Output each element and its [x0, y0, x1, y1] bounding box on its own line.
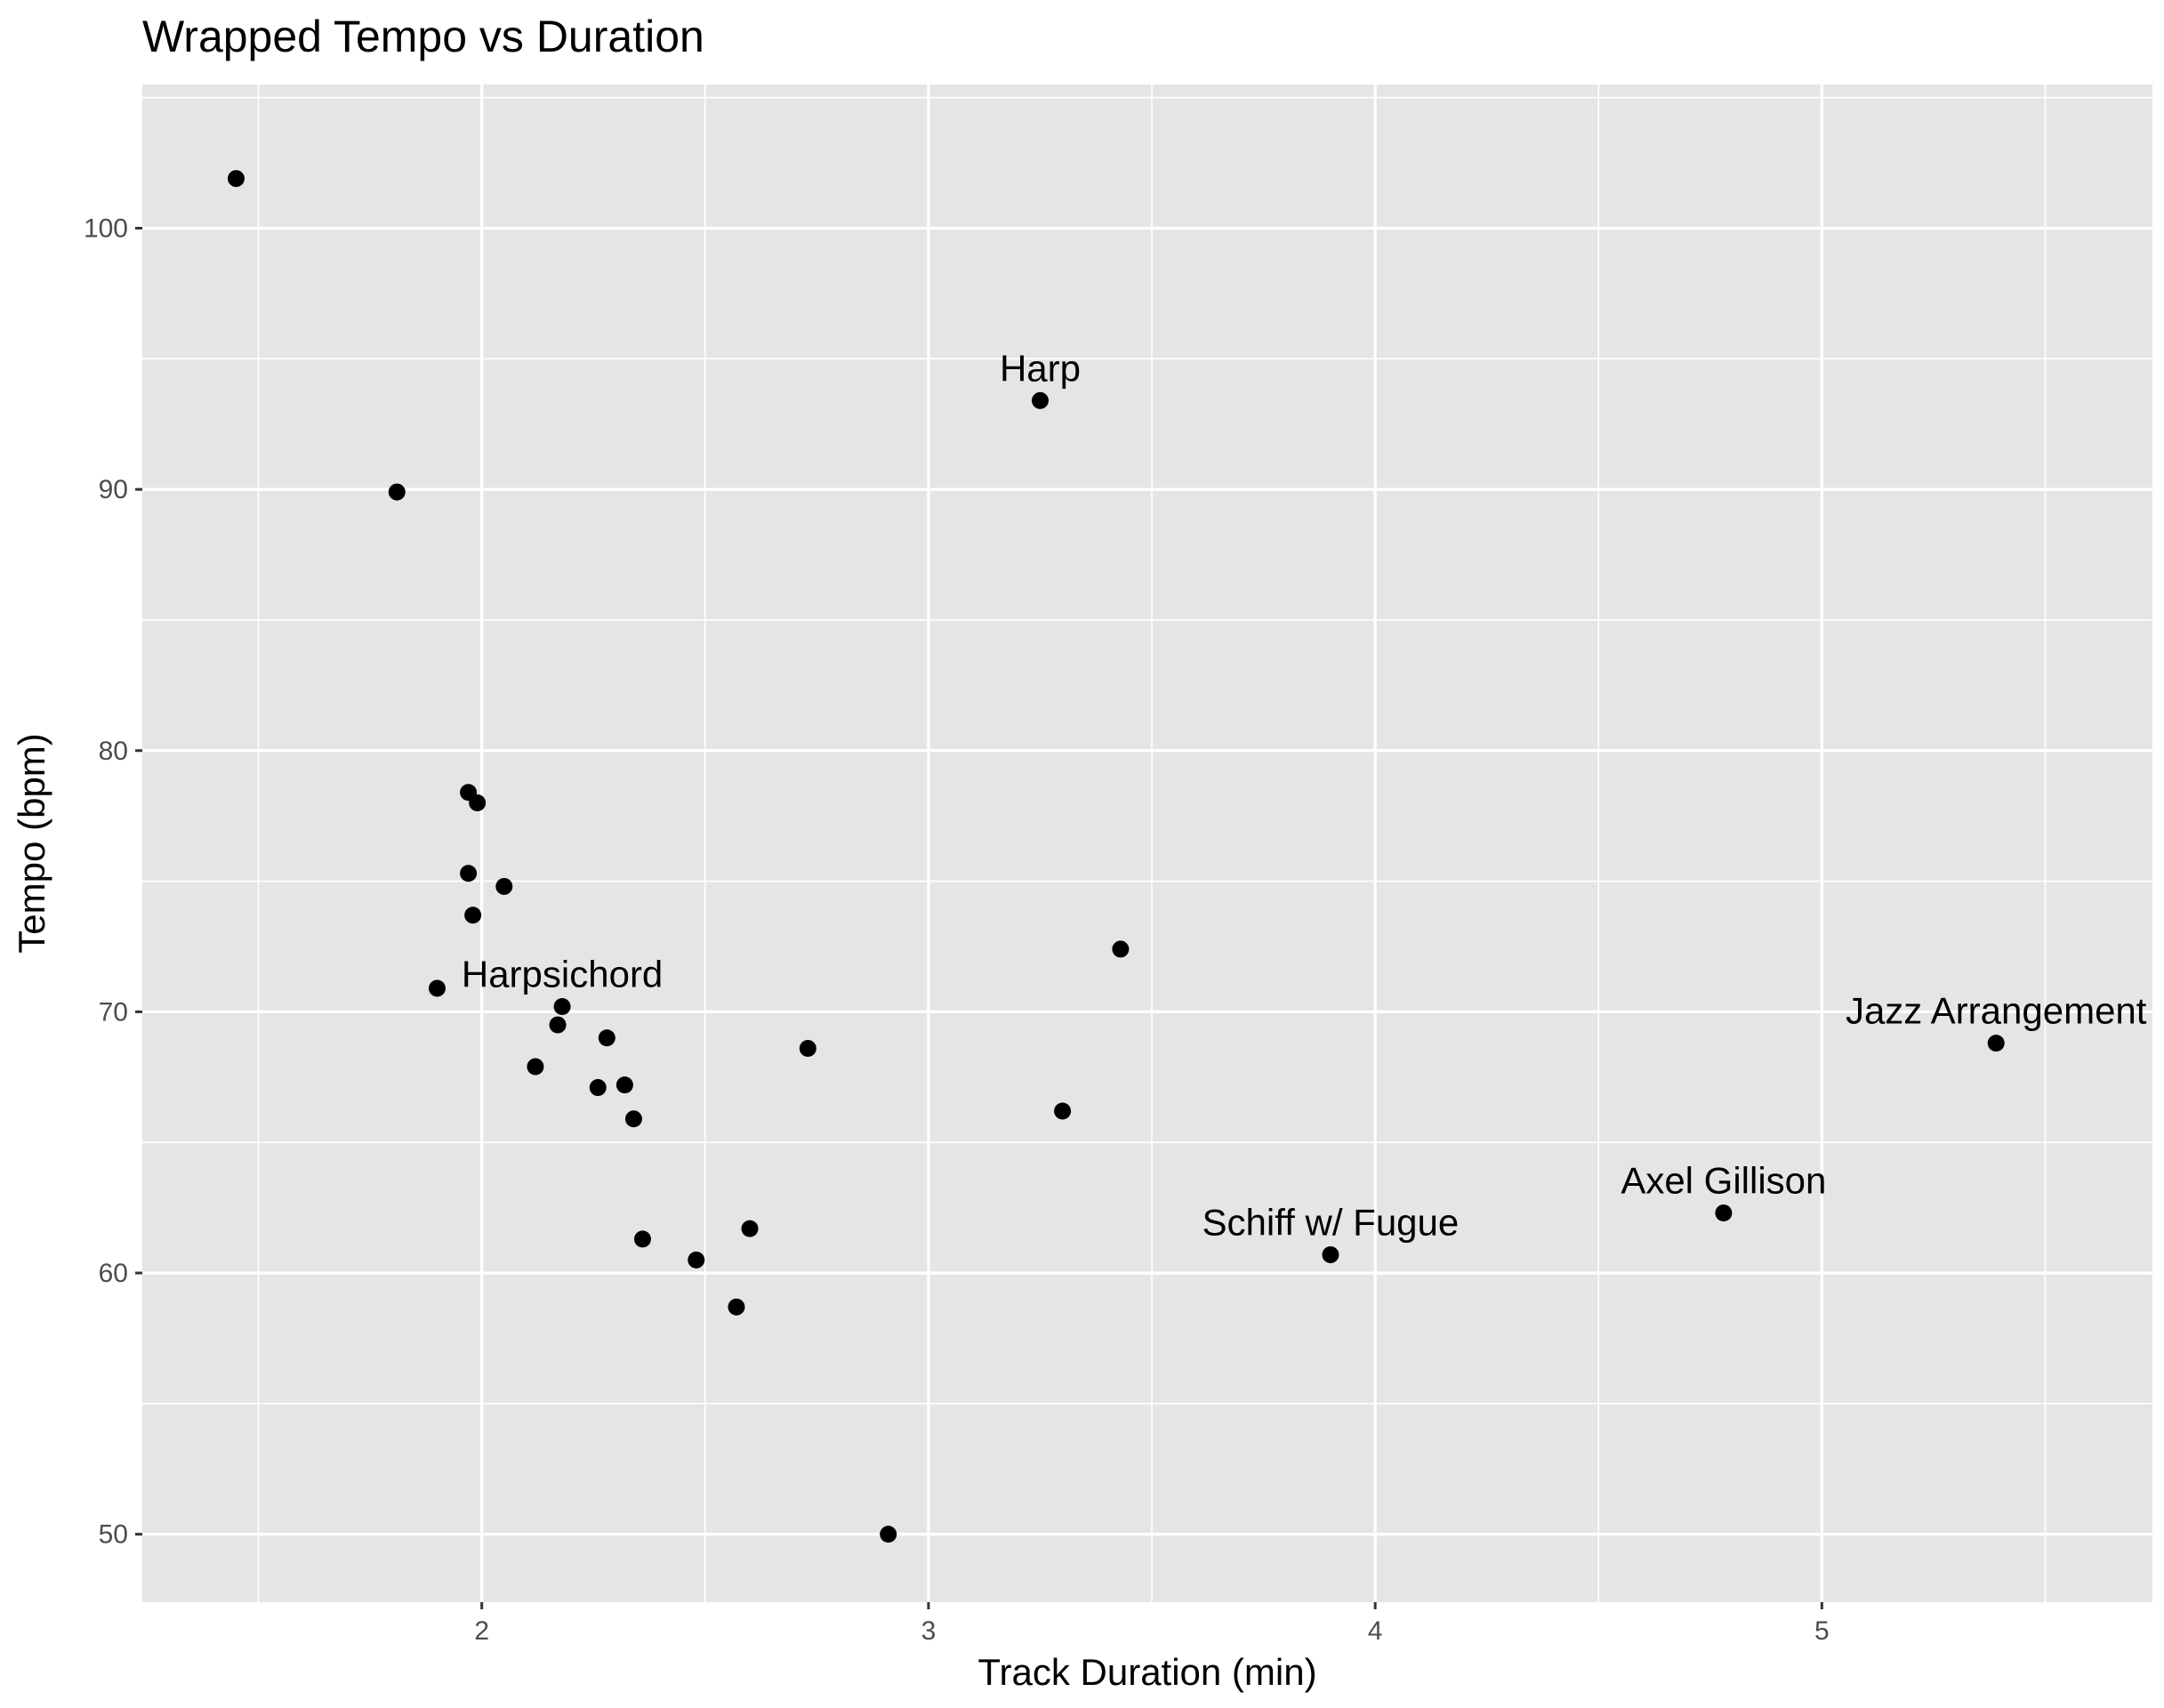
y-axis-title: Tempo (bpm) [11, 733, 52, 953]
data-point [799, 1040, 817, 1058]
y-tick-label: 90 [99, 475, 128, 504]
data-point [227, 170, 245, 188]
y-tick-label: 50 [99, 1520, 128, 1550]
data-point [495, 877, 513, 895]
data-point [527, 1058, 544, 1076]
y-tick-label: 100 [84, 214, 128, 243]
data-points [227, 170, 2005, 1543]
plot-panel [142, 85, 2152, 1602]
grid-lines [142, 85, 2152, 1602]
data-point [589, 1079, 607, 1097]
y-tick-label: 70 [99, 997, 128, 1027]
data-point [688, 1251, 705, 1269]
point-label: Harp [1000, 347, 1081, 389]
x-tick-label: 3 [921, 1616, 937, 1646]
x-tick-label: 5 [1814, 1616, 1830, 1646]
data-point [464, 906, 482, 924]
data-point [1322, 1245, 1339, 1263]
data-point [741, 1220, 759, 1237]
data-point [549, 1016, 567, 1034]
data-point [880, 1526, 897, 1543]
data-point [388, 483, 406, 501]
point-label: Schiff w/ Fugue [1203, 1201, 1460, 1243]
data-point [469, 794, 487, 811]
y-tick-label: 60 [99, 1259, 128, 1288]
x-tick-label: 2 [474, 1616, 489, 1646]
point-label: Jazz Arrangement [1846, 990, 2147, 1032]
data-point [633, 1230, 651, 1248]
x-tick-label: 4 [1368, 1616, 1383, 1646]
y-tick-label: 80 [99, 737, 128, 766]
axis-ticks: 2 3 4 5 50 60 70 80 90 100 [84, 214, 1830, 1646]
data-point [1054, 1102, 1072, 1120]
data-point [1715, 1204, 1733, 1221]
point-label: Axel Gillison [1621, 1159, 1826, 1201]
x-axis-title: Track Duration (min) [977, 1651, 1316, 1693]
data-point [624, 1110, 642, 1128]
point-label: Harpsichord [462, 954, 663, 995]
data-point [460, 865, 478, 882]
data-point [553, 998, 571, 1016]
data-point [428, 979, 446, 997]
data-point [728, 1298, 745, 1316]
data-point [1987, 1035, 2005, 1052]
data-point [1031, 391, 1049, 409]
data-point [598, 1029, 615, 1047]
chart-title: Wrapped Tempo vs Duration [142, 12, 704, 61]
point-annotations: Harpsichord Harp Schiff w/ Fugue Axel Gilli… [462, 347, 2147, 1243]
data-point [615, 1076, 633, 1094]
data-point [1112, 940, 1130, 958]
